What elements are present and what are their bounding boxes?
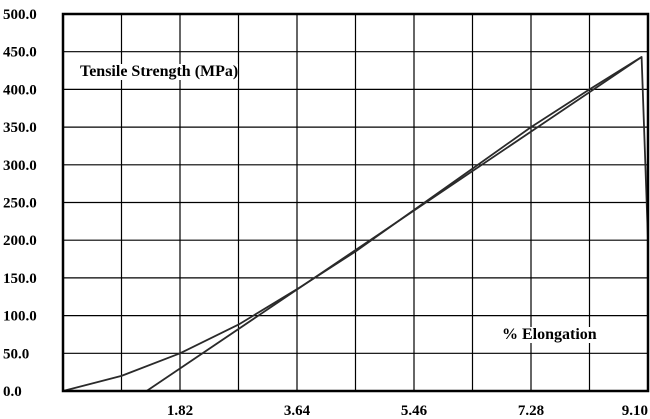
y-tick-label: 0.0 — [3, 384, 22, 400]
series-line-2 — [146, 56, 643, 392]
x-tick-label: 5.46 — [401, 403, 428, 419]
y-tick-label: 50.0 — [3, 346, 29, 362]
chart-grid — [63, 14, 648, 391]
x-tick-label: 1.82 — [167, 403, 193, 419]
x-axis-label: % Elongation — [502, 326, 597, 343]
y-tick-label: 200.0 — [3, 233, 37, 249]
chart-series — [62, 56, 649, 392]
y-tick-label: 400.0 — [3, 82, 37, 98]
plot-frame — [61, 12, 650, 393]
x-tick-label: 3.64 — [284, 403, 311, 419]
y-tick-label: 500.0 — [3, 7, 37, 23]
y-tick-label: 250.0 — [3, 196, 37, 212]
y-tick-label: 150.0 — [3, 271, 37, 287]
y-tick-label: 300.0 — [3, 158, 37, 174]
x-tick-label: 9.10 — [622, 403, 648, 419]
y-tick-label: 100.0 — [3, 309, 37, 325]
x-tick-labels: 1.82 3.64 5.46 7.28 9.10 — [167, 403, 648, 419]
y-tick-label: 450.0 — [3, 45, 37, 61]
x-tick-label: 7.28 — [518, 403, 544, 419]
y-tick-labels: 0.0 50.0 100.0 150.0 200.0 250.0 300.0 350.0 400… — [3, 7, 37, 400]
y-tick-label: 350.0 — [3, 120, 37, 136]
y-axis-label: Tensile Strength (MPa) — [80, 63, 239, 80]
